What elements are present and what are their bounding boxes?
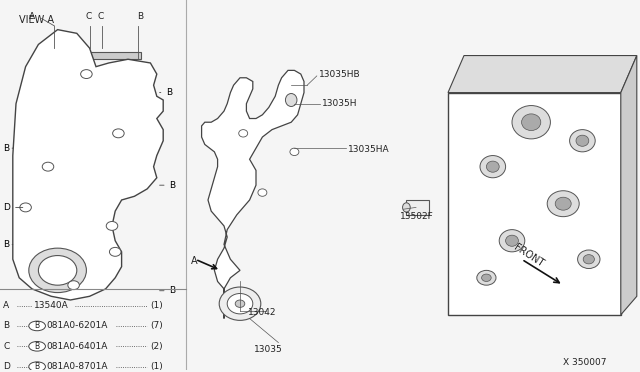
Ellipse shape (106, 221, 118, 230)
Ellipse shape (236, 300, 245, 307)
Ellipse shape (29, 248, 86, 293)
Ellipse shape (68, 281, 79, 290)
Text: B: B (159, 88, 173, 97)
Ellipse shape (42, 162, 54, 171)
Ellipse shape (499, 230, 525, 252)
Ellipse shape (570, 129, 595, 152)
Text: B: B (138, 12, 144, 21)
Ellipse shape (477, 270, 496, 285)
Circle shape (29, 341, 45, 351)
Polygon shape (202, 70, 304, 318)
Ellipse shape (290, 148, 299, 155)
Text: FRONT: FRONT (512, 242, 545, 269)
Circle shape (29, 362, 45, 372)
Text: D: D (3, 203, 23, 212)
Text: X 350007: X 350007 (563, 359, 607, 368)
Ellipse shape (227, 294, 253, 314)
Text: (2): (2) (150, 342, 163, 351)
Ellipse shape (239, 129, 248, 137)
Ellipse shape (481, 274, 492, 282)
Text: 081A0-6401A: 081A0-6401A (47, 342, 108, 351)
Polygon shape (45, 52, 141, 59)
Text: 13540A: 13540A (34, 301, 68, 310)
Text: B: B (159, 181, 176, 190)
Text: (7): (7) (150, 321, 163, 330)
Text: C: C (98, 12, 104, 21)
Ellipse shape (81, 70, 92, 78)
Text: 081A0-8701A: 081A0-8701A (47, 362, 108, 371)
Polygon shape (13, 30, 163, 300)
Text: 13035: 13035 (255, 346, 283, 355)
Text: (1): (1) (150, 362, 163, 371)
Ellipse shape (480, 155, 506, 178)
Text: 13035H: 13035H (322, 99, 357, 108)
Polygon shape (406, 200, 429, 215)
Ellipse shape (113, 129, 124, 138)
Text: 13035HB: 13035HB (319, 70, 360, 78)
Ellipse shape (403, 203, 410, 212)
Ellipse shape (219, 287, 261, 320)
Text: 13035HA: 13035HA (348, 145, 389, 154)
Text: C: C (3, 342, 10, 351)
Ellipse shape (109, 247, 121, 256)
Ellipse shape (576, 135, 589, 146)
Polygon shape (448, 55, 637, 93)
Text: A: A (29, 12, 35, 21)
Text: 13502F: 13502F (400, 212, 434, 221)
Text: A: A (191, 256, 197, 266)
Ellipse shape (512, 106, 550, 139)
Ellipse shape (20, 203, 31, 212)
Text: B: B (35, 321, 40, 330)
Ellipse shape (522, 114, 541, 131)
Text: B: B (3, 321, 10, 330)
Text: B: B (3, 240, 13, 249)
Text: D: D (3, 362, 10, 371)
Text: 13042: 13042 (248, 308, 276, 317)
Text: VIEW A: VIEW A (19, 15, 54, 25)
Text: B: B (35, 362, 40, 371)
Polygon shape (621, 55, 637, 315)
Text: 081A0-6201A: 081A0-6201A (47, 321, 108, 330)
Ellipse shape (258, 189, 267, 196)
Circle shape (29, 321, 45, 331)
Text: C: C (85, 12, 92, 21)
Text: A: A (3, 301, 10, 310)
Text: B: B (159, 286, 176, 295)
Ellipse shape (556, 197, 572, 210)
Ellipse shape (506, 235, 518, 246)
Ellipse shape (578, 250, 600, 269)
Ellipse shape (486, 161, 499, 172)
Ellipse shape (285, 93, 297, 106)
Text: (1): (1) (150, 301, 163, 310)
Text: B: B (3, 144, 13, 153)
Polygon shape (448, 93, 621, 315)
Text: B: B (35, 342, 40, 351)
Ellipse shape (583, 254, 595, 264)
Ellipse shape (547, 191, 579, 217)
Ellipse shape (38, 256, 77, 285)
